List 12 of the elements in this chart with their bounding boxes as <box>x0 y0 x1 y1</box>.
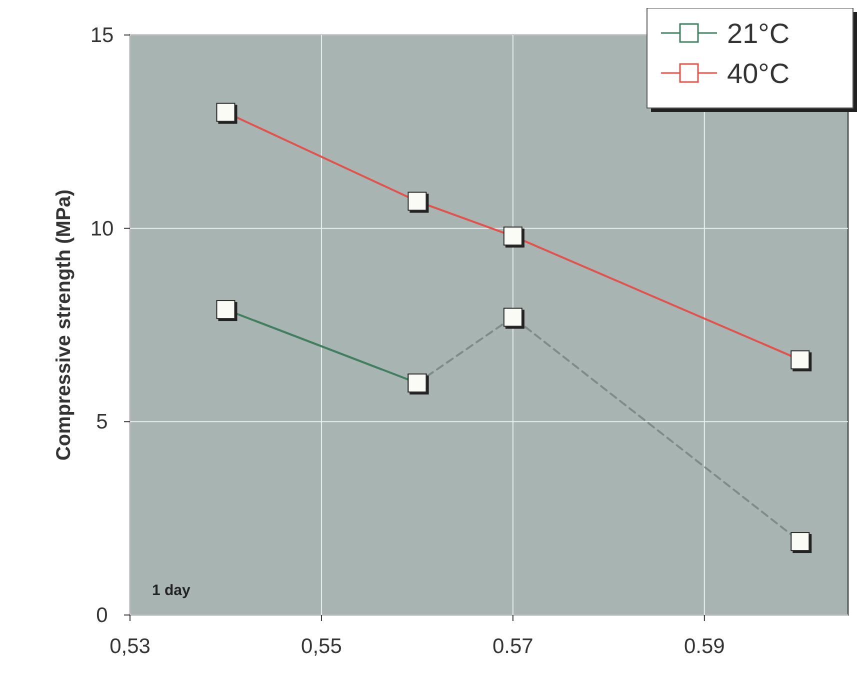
legend-label: 40°C <box>727 58 790 89</box>
y-tick-label: 10 <box>90 217 114 240</box>
x-tick-label: 0,55 <box>301 635 342 658</box>
y-tick-label: 5 <box>96 410 108 434</box>
y-axis-title: Compressive strength (MPa) <box>53 189 75 461</box>
x-tick-label: 0.59 <box>684 635 725 658</box>
annotation: 1 day <box>152 582 192 599</box>
x-tick-label: 0.57 <box>492 635 534 658</box>
legend-label: 21°C <box>727 18 790 49</box>
y-tick-label: 0 <box>96 604 108 627</box>
y-tick-label: 15 <box>90 24 114 47</box>
x-tick-label: 0,53 <box>110 635 150 658</box>
